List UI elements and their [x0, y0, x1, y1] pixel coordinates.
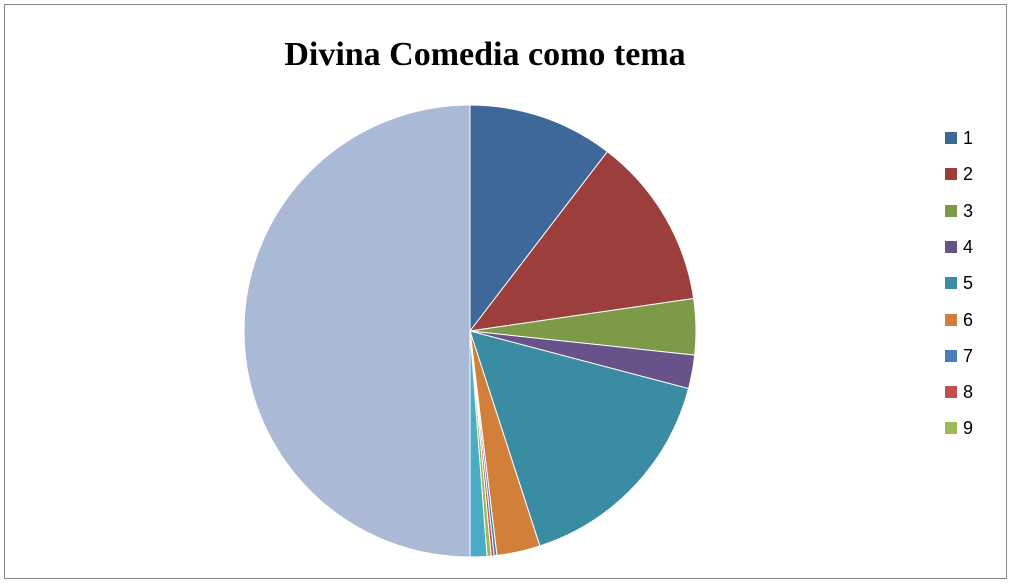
legend-swatch [945, 349, 957, 362]
legend-swatch [945, 240, 957, 253]
pie-slice-2 [468, 150, 695, 332]
chart-title: Divina Comedia como tema [284, 36, 686, 73]
legend-item-1: 1 [945, 128, 973, 148]
legend-item-4: 4 [945, 237, 973, 257]
legend-label: 6 [963, 309, 974, 330]
legend-item-3: 3 [945, 201, 973, 221]
legend-label: 2 [963, 164, 974, 185]
pie-slices [243, 104, 697, 558]
legend-label: 5 [963, 273, 974, 294]
legend-swatch [945, 277, 957, 290]
legend-swatch [945, 422, 957, 435]
legend-swatch [945, 132, 957, 144]
pie-slice-1 [469, 104, 609, 333]
legend-swatch [945, 386, 957, 399]
legend-swatch [945, 168, 957, 181]
legend-label: 3 [963, 200, 974, 221]
legend-swatch [945, 313, 957, 326]
legend-swatch [945, 204, 957, 217]
legend-item-8: 8 [945, 382, 973, 402]
legend-item-9: 9 [945, 418, 973, 438]
pie-slice-11 [243, 104, 471, 558]
legend-item-6: 6 [945, 310, 973, 330]
legend-item-5: 5 [945, 273, 973, 293]
pie-slice-5 [469, 330, 690, 547]
legend-item-7: 7 [945, 346, 973, 366]
legend-label: 7 [963, 345, 974, 366]
legend-label: 8 [963, 382, 974, 403]
legend-label: 4 [963, 236, 974, 257]
legend-label: 1 [963, 128, 974, 148]
legend-item-2: 2 [945, 164, 973, 184]
legend-label: 9 [963, 418, 974, 439]
